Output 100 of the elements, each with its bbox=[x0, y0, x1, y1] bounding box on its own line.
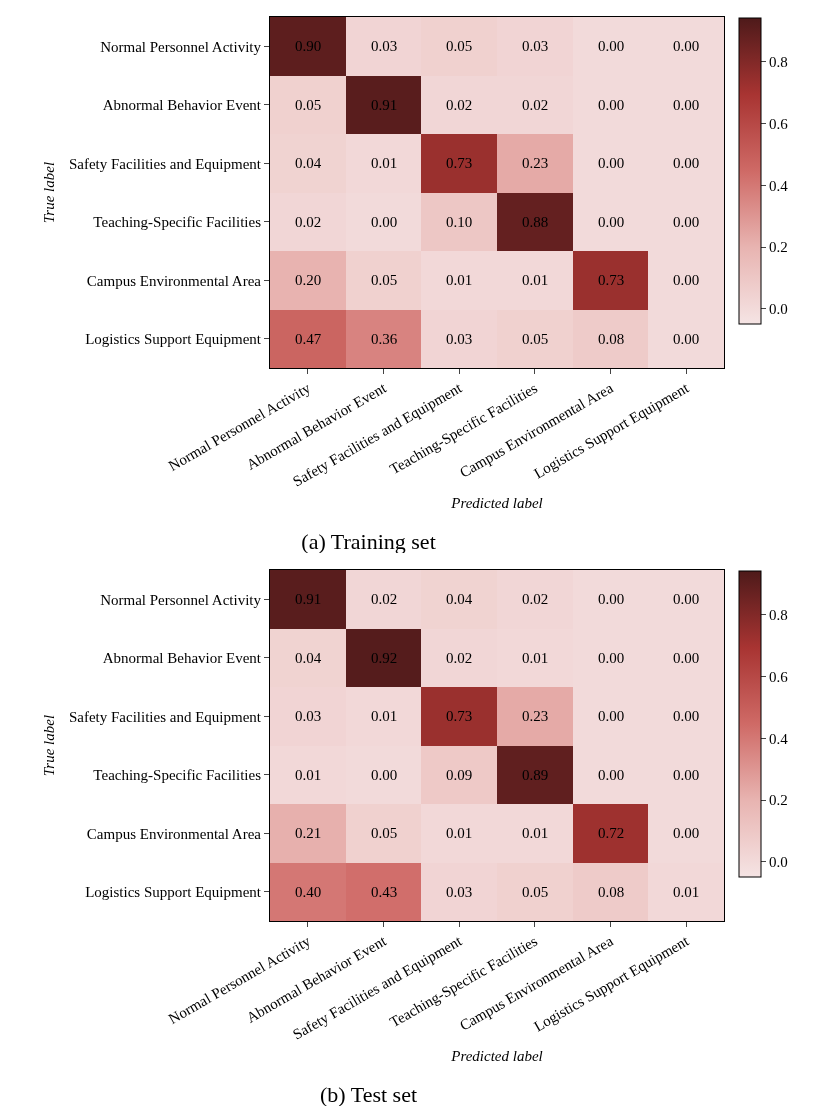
data-label: 0.00 bbox=[370, 767, 398, 784]
data-label: 0.00 bbox=[597, 591, 625, 608]
data-label: 0.00 bbox=[672, 767, 700, 784]
data-label: 0.01 bbox=[521, 272, 549, 289]
data-label: 0.02 bbox=[445, 650, 473, 667]
y-tick-label: Campus Environmental Area bbox=[86, 825, 262, 842]
data-label: 0.00 bbox=[672, 214, 700, 231]
data-label: 0.23 bbox=[521, 155, 549, 172]
data-label: 0.04 bbox=[445, 591, 473, 608]
data-label: 0.00 bbox=[672, 708, 700, 725]
y-tick-label: Abnormal Behavior Event bbox=[102, 97, 262, 113]
y-tick-label: Safety Facilities and Equipment bbox=[68, 155, 262, 172]
y-tick-label: Teaching-Specific Facilities bbox=[93, 214, 262, 230]
y-axis-title: True label bbox=[41, 714, 58, 777]
data-label: 0.02 bbox=[445, 97, 473, 114]
data-label: 0.00 bbox=[672, 38, 700, 55]
data-label: 0.00 bbox=[597, 155, 625, 172]
data-label: 0.01 bbox=[294, 767, 322, 784]
data-label: 0.73 bbox=[597, 272, 625, 289]
color-bar-label: 0.4 bbox=[769, 730, 789, 747]
data-label: 0.21 bbox=[294, 825, 322, 842]
data-label: 0.10 bbox=[445, 214, 473, 231]
data-label: 0.01 bbox=[521, 650, 549, 667]
color-bar-label: 0.8 bbox=[769, 606, 788, 623]
y-tick-label: Normal Personnel Activity bbox=[100, 38, 262, 55]
text: (a) Training set bbox=[301, 529, 436, 554]
y-tick-label: Abnormal Behavior Event bbox=[102, 650, 262, 666]
data-label: 0.23 bbox=[521, 708, 549, 725]
data-label: 0.00 bbox=[597, 38, 625, 55]
data-label: 0.01 bbox=[445, 825, 473, 842]
color-bar-label: 0.0 bbox=[769, 854, 788, 871]
data-label: 0.02 bbox=[370, 591, 398, 608]
data-label: 0.00 bbox=[597, 214, 625, 231]
data-label: 0.03 bbox=[370, 38, 398, 55]
data-label: 0.00 bbox=[597, 650, 625, 667]
color-bar-label: 0.6 bbox=[769, 115, 789, 132]
y-tick-label: Teaching-Specific Facilities bbox=[93, 767, 262, 783]
data-label: 0.04 bbox=[294, 650, 322, 667]
data-label: 0.40 bbox=[294, 884, 322, 901]
data-label: 0.00 bbox=[672, 97, 700, 114]
data-label: 0.01 bbox=[445, 272, 473, 289]
y-tick-label: Logistics Support Equipment bbox=[85, 331, 262, 347]
data-label: 0.88 bbox=[521, 214, 549, 231]
data-label: 0.92 bbox=[370, 650, 398, 667]
y-axis-title: True label bbox=[41, 161, 58, 224]
x-axis-title: Predicted label bbox=[450, 494, 543, 511]
data-label: 0.73 bbox=[445, 708, 473, 725]
data-label: 0.05 bbox=[370, 272, 398, 289]
data-label: 0.20 bbox=[294, 272, 322, 289]
data-label: 0.03 bbox=[445, 331, 473, 348]
color-bar-label: 0.4 bbox=[769, 177, 789, 194]
data-label: 0.36 bbox=[370, 331, 398, 348]
data-label: 0.04 bbox=[294, 155, 322, 172]
data-label: 0.00 bbox=[672, 650, 700, 667]
data-label: 0.05 bbox=[370, 825, 398, 842]
color-bar-label: 0.2 bbox=[769, 239, 788, 256]
color-bar-label: 0.8 bbox=[769, 53, 788, 70]
data-label: 0.72 bbox=[597, 825, 625, 842]
y-tick-label: Safety Facilities and Equipment bbox=[68, 708, 262, 725]
data-label: 0.89 bbox=[521, 767, 549, 784]
data-label: 0.05 bbox=[294, 97, 322, 114]
text: (b) Test set bbox=[320, 1082, 418, 1107]
data-label: 0.05 bbox=[445, 38, 473, 55]
data-label: 0.00 bbox=[597, 767, 625, 784]
y-tick-label: Logistics Support Equipment bbox=[85, 884, 262, 900]
data-label: 0.08 bbox=[597, 331, 625, 348]
data-label: 0.00 bbox=[672, 272, 700, 289]
data-label: 0.08 bbox=[597, 884, 625, 901]
data-label: 0.03 bbox=[521, 38, 549, 55]
data-label: 0.02 bbox=[294, 214, 322, 231]
data-label: 0.00 bbox=[672, 331, 700, 348]
data-label: 0.43 bbox=[370, 884, 398, 901]
data-label: 0.00 bbox=[370, 214, 398, 231]
x-axis-title: Predicted label bbox=[450, 1047, 543, 1064]
data-label: 0.01 bbox=[521, 825, 549, 842]
data-label: 0.01 bbox=[672, 884, 700, 901]
data-label: 0.03 bbox=[445, 884, 473, 901]
data-label: 0.00 bbox=[597, 708, 625, 725]
data-label: 0.01 bbox=[370, 155, 398, 172]
data-label: 0.91 bbox=[370, 97, 398, 114]
data-label: 0.91 bbox=[294, 591, 322, 608]
color-bar-label: 0.6 bbox=[769, 668, 789, 685]
data-label: 0.00 bbox=[672, 591, 700, 608]
data-label: 0.05 bbox=[521, 884, 549, 901]
color-bar-label: 0.0 bbox=[769, 301, 788, 318]
data-label: 0.00 bbox=[672, 825, 700, 842]
y-tick-label: Campus Environmental Area bbox=[86, 272, 262, 289]
data-label: 0.03 bbox=[294, 708, 322, 725]
data-label: 0.00 bbox=[597, 97, 625, 114]
y-tick-label: Normal Personnel Activity bbox=[100, 591, 262, 608]
data-label: 0.02 bbox=[521, 97, 549, 114]
data-label: 0.47 bbox=[294, 331, 322, 348]
data-label: 0.01 bbox=[370, 708, 398, 725]
data-label: 0.00 bbox=[672, 155, 700, 172]
data-label: 0.05 bbox=[521, 331, 549, 348]
data-label: 0.73 bbox=[445, 155, 473, 172]
color-bar-label: 0.2 bbox=[769, 792, 788, 809]
data-label: 0.90 bbox=[294, 38, 322, 55]
data-label: 0.02 bbox=[521, 591, 549, 608]
data-label: 0.09 bbox=[445, 767, 473, 784]
